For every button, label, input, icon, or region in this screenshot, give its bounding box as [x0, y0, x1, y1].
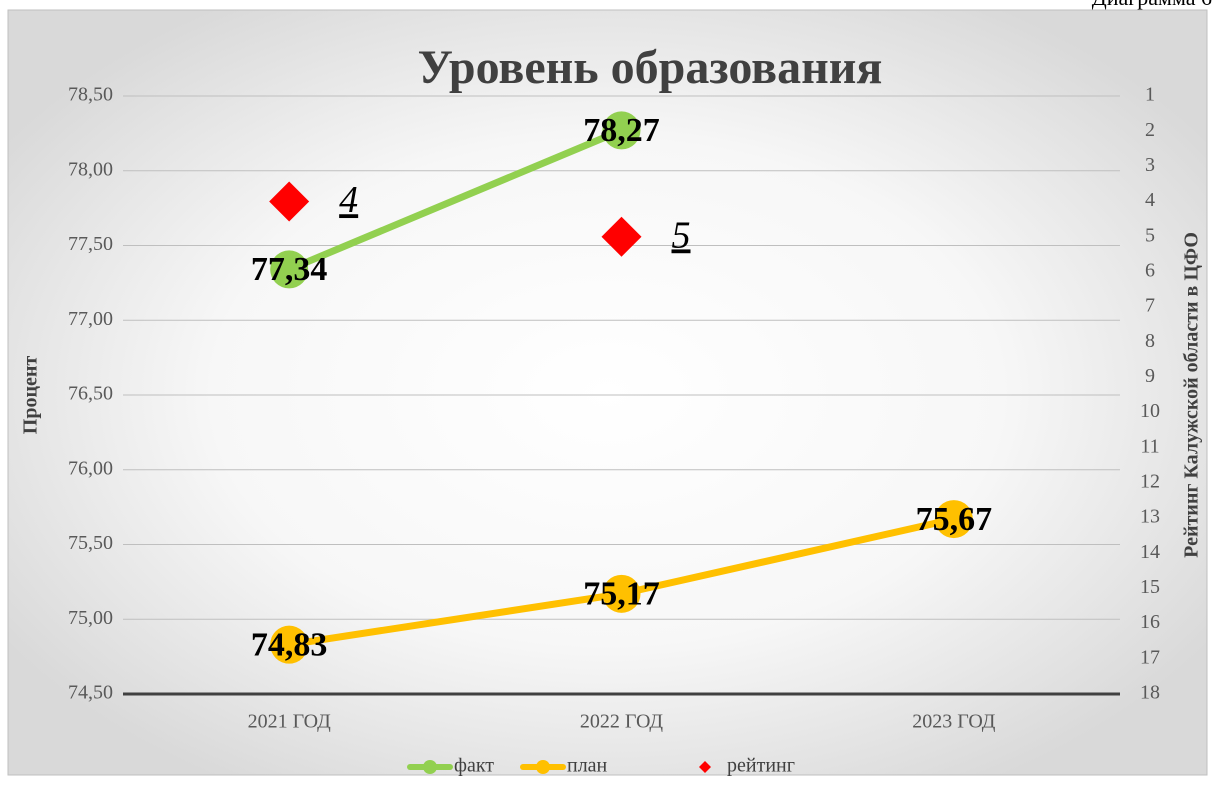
rating-marker [269, 181, 310, 222]
legend-label: факт [454, 755, 494, 777]
rating-marker [601, 216, 642, 257]
data-label: 77,34 [251, 251, 328, 288]
legend-label: план [567, 755, 608, 777]
series-line [285, 126, 625, 273]
y-tick-label: 75,50 [68, 532, 113, 554]
y2-tick-label: 6 [1145, 259, 1155, 281]
y2-tick-label: 2 [1145, 119, 1155, 141]
data-label: 78,27 [583, 112, 660, 149]
point-marker [934, 500, 973, 539]
y2-tick-label: 8 [1145, 330, 1155, 352]
y-tick-label: 77,00 [68, 308, 113, 330]
point-marker [602, 111, 641, 150]
y-tick-label: 77,50 [68, 233, 113, 255]
y2-tick-label: 7 [1145, 295, 1155, 317]
y2-tick-label: 15 [1140, 576, 1160, 598]
rating-label: 4 [339, 179, 358, 221]
legend-symbol [423, 760, 437, 774]
y2-tick-label: 11 [1140, 435, 1159, 457]
y2-tick-label: 13 [1140, 506, 1160, 528]
legend-label: рейтинг [727, 755, 795, 777]
y2-axis-label: Рейтинг Калужской области в ЦФО [1181, 232, 1203, 558]
y-tick-label: 74,50 [68, 682, 113, 704]
y-tick-label: 76,00 [68, 457, 113, 479]
chart-title: Уровень образования [418, 41, 883, 94]
x-tick-label: 2023 ГОД [912, 711, 996, 733]
y2-tick-label: 14 [1140, 541, 1160, 563]
y2-tick-label: 12 [1140, 471, 1160, 493]
legend-symbol [536, 760, 550, 774]
legend-symbol [699, 761, 711, 773]
y2-tick-label: 1 [1145, 84, 1155, 106]
point-marker [270, 250, 309, 289]
x-tick-label: 2021 ГОД [248, 711, 332, 733]
point-marker [270, 625, 309, 664]
y2-tick-label: 18 [1140, 682, 1160, 704]
y-tick-label: 78,00 [68, 158, 113, 180]
y2-tick-label: 16 [1140, 611, 1160, 633]
y2-tick-label: 5 [1145, 224, 1155, 246]
y-tick-label: 78,50 [68, 84, 113, 106]
y2-tick-label: 4 [1145, 189, 1155, 211]
y2-tick-label: 10 [1140, 400, 1160, 422]
data-label: 75,17 [583, 576, 660, 613]
x-tick-label: 2022 ГОД [580, 711, 664, 733]
y2-tick-label: 3 [1145, 154, 1155, 176]
annotation: Диаграмма 6 [1092, 0, 1212, 10]
y2-tick-label: 17 [1140, 646, 1160, 668]
y-tick-label: 75,00 [68, 607, 113, 629]
y2-tick-label: 9 [1145, 365, 1155, 387]
data-label: 75,67 [916, 501, 993, 538]
data-label: 74,83 [251, 626, 328, 663]
rating-label: 5 [672, 214, 691, 256]
y-axis-label: Процент [20, 356, 42, 435]
point-marker [602, 574, 641, 613]
y-tick-label: 76,50 [68, 383, 113, 405]
